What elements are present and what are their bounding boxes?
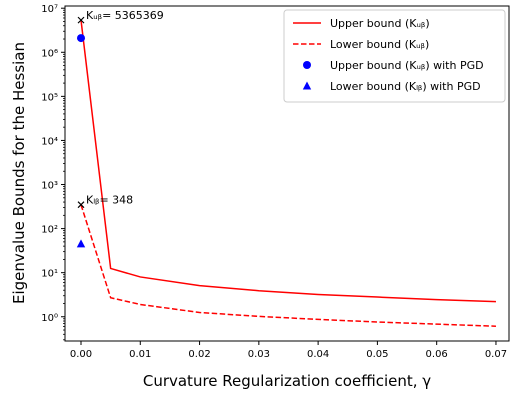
x-tick-label: 0.05 <box>366 349 388 360</box>
legend-label-2: Upper bound (Kᵤᵦ) with PGD <box>330 59 484 72</box>
x-tick-label: 0.00 <box>70 349 92 360</box>
y-tick-label: 10² <box>41 225 58 236</box>
legend-swatch-2 <box>303 61 311 69</box>
pgd-lower-point <box>76 239 86 248</box>
y-tick-label: 10³ <box>41 181 58 192</box>
y-tick-label: 10⁶ <box>41 48 58 59</box>
legend-label-3: Lower bound (Kₗᵦ) with PGD <box>330 80 481 93</box>
y-tick-label: 10¹ <box>41 269 58 280</box>
series-layer <box>76 20 496 327</box>
y-axis-title: Eigenvalue Bounds for the Hessian <box>10 42 28 304</box>
y-tick-label: 10⁴ <box>41 136 58 147</box>
y-tick-label: 10⁷ <box>41 4 58 15</box>
series-line-1 <box>80 204 496 327</box>
legend-label-1: Lower bound (Kᵤᵦ) <box>330 38 429 51</box>
x-marker <box>77 201 85 209</box>
annotation-label: Kₗᵦ= 348 <box>86 194 133 207</box>
annotation-label: Kᵤᵦ= 5365369 <box>86 9 164 22</box>
x-tick-label: 0.02 <box>188 349 210 360</box>
series-line-0 <box>80 20 496 303</box>
y-tick-label: 10⁵ <box>41 92 58 103</box>
pgd-upper-point <box>77 34 86 43</box>
legend-swatch-3 <box>302 81 312 90</box>
x-axis: 0.00 0.01 0.02 0.03 0.04 0.05 0.06 0.07 <box>70 341 507 360</box>
x-marker <box>77 16 85 24</box>
annotation-1: Kₗᵦ= 348 <box>77 194 133 209</box>
y-axis: 10⁰ 10¹ 10² 10³ 10⁴ 10⁵ 10⁶ 10⁷ <box>41 4 65 341</box>
annotation-layer: Kᵤᵦ= 5365369 Kₗᵦ= 348 <box>77 9 164 209</box>
legend-box <box>283 9 506 103</box>
legend: Upper bound (Kᵤᵦ) Lower bound (Kᵤᵦ) Upper … <box>283 9 506 103</box>
x-tick-label: 0.01 <box>129 349 151 360</box>
y-tick-label: 10⁰ <box>41 313 58 324</box>
x-axis-title: Curvature Regularization coefficient, γ <box>143 372 431 390</box>
x-tick-label: 0.07 <box>485 349 507 360</box>
legend-label-0: Upper bound (Kᵤᵦ) <box>330 17 430 30</box>
x-tick-label: 0.06 <box>426 349 448 360</box>
x-tick-label: 0.04 <box>307 349 329 360</box>
x-tick-label: 0.03 <box>248 349 270 360</box>
annotation-0: Kᵤᵦ= 5365369 <box>77 9 164 24</box>
